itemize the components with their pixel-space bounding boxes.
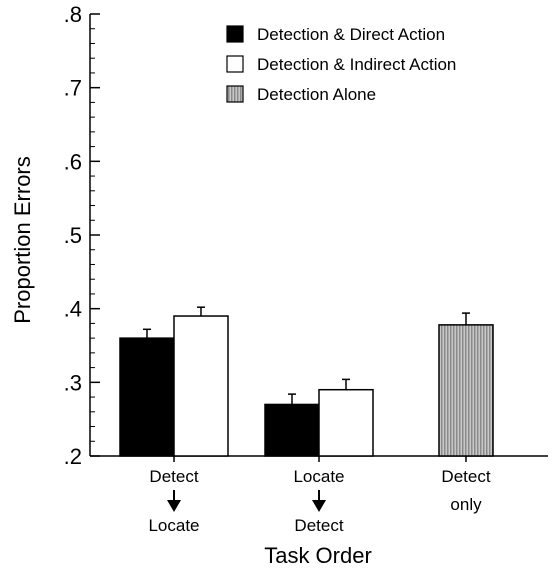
legend: Detection & Direct Action Detection & Ind… <box>226 25 456 104</box>
category-label-top: Detect <box>441 467 490 486</box>
bar-1-1 <box>119 337 175 457</box>
legend-label-1: Detection & Direct Action <box>257 25 445 44</box>
y-tick-label: .6 <box>64 149 82 174</box>
category-label-bottom: Locate <box>148 516 199 535</box>
y-tick-label: .8 <box>64 2 82 27</box>
legend-swatch-1 <box>226 25 244 43</box>
down-arrow-icon <box>167 500 181 512</box>
legend-label-3: Detection Alone <box>257 85 376 104</box>
x-axis-title: Task Order <box>264 543 372 568</box>
bar-1-2 <box>264 403 320 457</box>
bar-2-2 <box>318 388 374 457</box>
y-tick-label: .4 <box>64 297 82 322</box>
y-tick-label: .3 <box>64 370 82 395</box>
y-tick-label: .7 <box>64 76 82 101</box>
down-arrow-icon <box>312 500 326 512</box>
legend-swatch-3 <box>226 85 244 103</box>
legend-label-2: Detection & Indirect Action <box>257 55 456 74</box>
legend-swatch-2 <box>226 55 244 73</box>
bar-2-1 <box>173 315 229 457</box>
category-labels: Detect Locate Locate Detect Detect only <box>148 456 491 535</box>
y-axis-title: Proportion Errors <box>10 156 35 324</box>
category-label-top: Locate <box>293 467 344 486</box>
category-label-top: Detect <box>149 467 198 486</box>
category-label-bottom: Detect <box>294 516 343 535</box>
bars <box>119 306 494 457</box>
y-tick-label: .2 <box>64 444 82 469</box>
bar-3-3 <box>438 324 494 457</box>
category-label-bottom: only <box>450 495 482 514</box>
y-tick-label: .5 <box>64 223 82 248</box>
